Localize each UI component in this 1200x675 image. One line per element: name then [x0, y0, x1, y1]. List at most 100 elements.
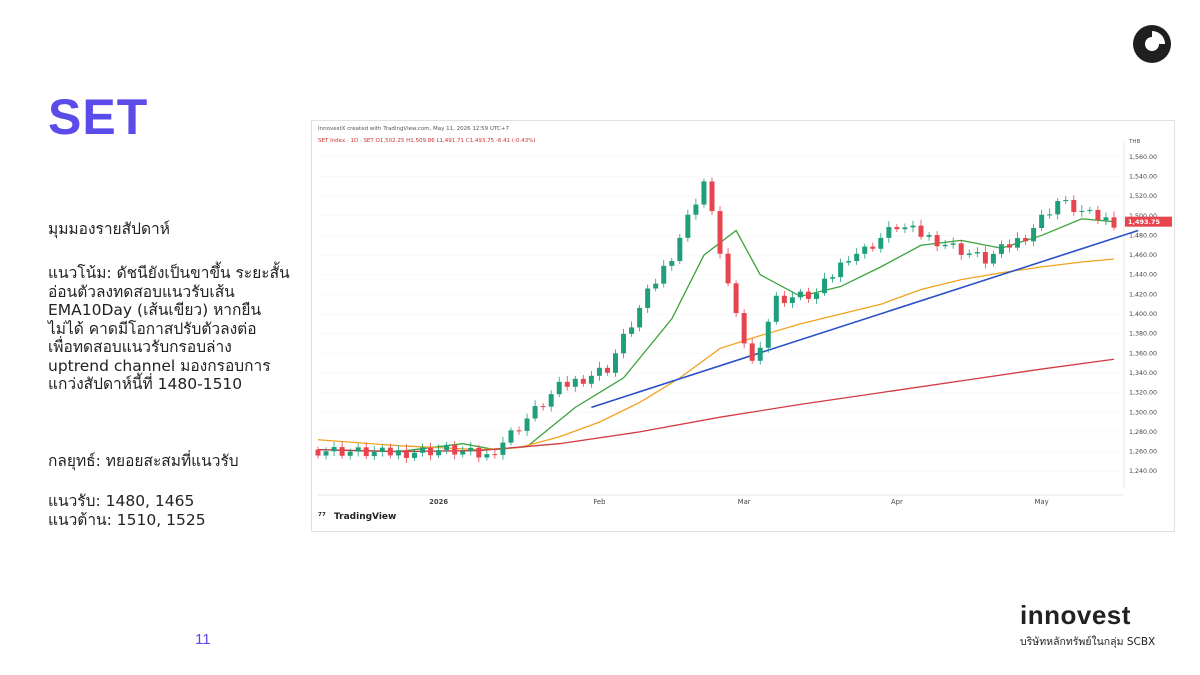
candle: [1055, 198, 1061, 220]
candle: [347, 448, 353, 460]
candle: [717, 206, 723, 259]
y-tick-label: 1,400.00: [1129, 311, 1157, 318]
candle: [355, 443, 361, 457]
candle: [331, 442, 337, 457]
page-number: 11: [195, 631, 211, 648]
candle: [990, 250, 996, 267]
candle: [387, 443, 393, 459]
candle: [468, 441, 474, 456]
trend-line: อ่อนตัวลงทดสอบแนวรับเส้น: [48, 282, 235, 301]
candle: [516, 426, 522, 435]
y-tick-label: 1,560.00: [1129, 154, 1157, 161]
chart-svg: InnovestX created with TradingView.com, …: [312, 121, 1174, 531]
candle: [315, 446, 321, 459]
candle: [701, 178, 707, 208]
candle: [1103, 212, 1109, 226]
trend-line: EMA10Day (เส้นเขียว) หากยืน: [48, 301, 262, 319]
candle: [950, 237, 956, 249]
candle: [966, 249, 972, 258]
candle: [596, 361, 602, 381]
candle: [926, 232, 932, 241]
y-tick-label: 1,440.00: [1129, 272, 1157, 279]
y-tick-label: 1,420.00: [1129, 291, 1157, 298]
candle: [1015, 232, 1021, 251]
trend-line: เพื่อทดสอบแนวรับกรอบล่าง: [48, 338, 232, 356]
y-tick-label: 1,540.00: [1129, 174, 1157, 181]
candle: [379, 444, 385, 457]
chart-header: InnovestX created with TradingView.com, …: [318, 126, 509, 132]
currency-label: THB: [1128, 139, 1140, 145]
candle: [918, 219, 924, 240]
candle: [363, 442, 369, 460]
candle: [484, 450, 490, 461]
candle: [452, 440, 458, 460]
candle: [1063, 196, 1069, 205]
last-price-tag: 1,493.75: [1125, 216, 1172, 227]
candle: [878, 232, 884, 253]
candle: [444, 441, 450, 455]
candle: [733, 280, 739, 317]
candle: [508, 427, 514, 446]
trend-line: uptrend channel มองกรอบการ: [48, 356, 271, 375]
candle: [822, 272, 828, 297]
y-tick-label: 1,380.00: [1129, 331, 1157, 338]
candle: [693, 198, 699, 220]
candle: [910, 220, 916, 233]
y-tick-label: 1,520.00: [1129, 193, 1157, 200]
candle: [894, 224, 900, 233]
candle: [645, 284, 651, 313]
candle: [669, 258, 675, 271]
brand-name: innovest: [1020, 600, 1131, 630]
candle: [1039, 209, 1045, 231]
candle: [548, 390, 554, 412]
x-tick-label: May: [1035, 498, 1049, 506]
candle: [958, 240, 964, 260]
y-tick-label: 1,260.00: [1129, 449, 1157, 456]
candle: [621, 328, 627, 359]
candle: [1079, 205, 1085, 217]
candle: [395, 445, 401, 460]
candle: [846, 256, 852, 266]
x-tick-label: Apr: [891, 498, 903, 506]
trend-line: แนวโน้ม: ดัชนียังเป็นขาขึ้น ระยะสั้น: [48, 264, 290, 282]
y-tick-label: 1,300.00: [1129, 409, 1157, 416]
x-tick-label: Mar: [738, 498, 751, 506]
brand-circle-icon: [1131, 23, 1173, 65]
candle: [814, 288, 819, 304]
strategy-text: กลยุทธ์: ทยอยสะสมที่แนวรับ: [48, 452, 239, 470]
series-line-ema_long: [317, 358, 1115, 453]
x-tick-label: 2026: [429, 498, 448, 506]
candle: [420, 443, 426, 457]
candle: [781, 290, 787, 307]
last-price-label: 1,493.75: [1128, 218, 1161, 226]
candle: [749, 338, 755, 364]
candle: [339, 441, 345, 459]
page-title: SET: [48, 89, 149, 145]
y-tick-label: 1,240.00: [1129, 468, 1157, 475]
candle: [604, 364, 610, 376]
candle: [572, 375, 578, 392]
candle: [709, 177, 715, 216]
price-chart: InnovestX created with TradingView.com, …: [311, 120, 1175, 532]
candle: [524, 413, 530, 436]
candle: [982, 246, 988, 269]
brand-subtitle: บริษัทหลักทรัพย์ในกลุ่ม SCBX: [1020, 636, 1156, 648]
candle: [540, 403, 546, 411]
y-tick-label: 1,360.00: [1129, 350, 1157, 357]
svg-text:⁷⁷: ⁷⁷: [318, 512, 326, 522]
candle: [685, 209, 691, 242]
candle: [862, 243, 868, 259]
y-tick-label: 1,320.00: [1129, 390, 1157, 397]
y-tick-label: 1,480.00: [1129, 232, 1157, 239]
candle: [789, 291, 795, 308]
brand-logo: innovest บริษัทหลักทรัพย์ในกลุ่ม SCBX: [1020, 600, 1180, 650]
candle: [998, 240, 1004, 258]
candle: [492, 449, 498, 459]
x-tick-label: Feb: [593, 498, 605, 506]
candle: [532, 400, 538, 422]
levels-block: แนวรับ: 1480, 1465 แนวต้าน: 1510, 1525: [48, 492, 206, 529]
candle: [974, 247, 980, 258]
chart-legend: SET Index · 1D · SET O1,502.25 H1,509.86…: [318, 138, 536, 144]
candle: [661, 259, 667, 288]
candle: [580, 374, 586, 387]
